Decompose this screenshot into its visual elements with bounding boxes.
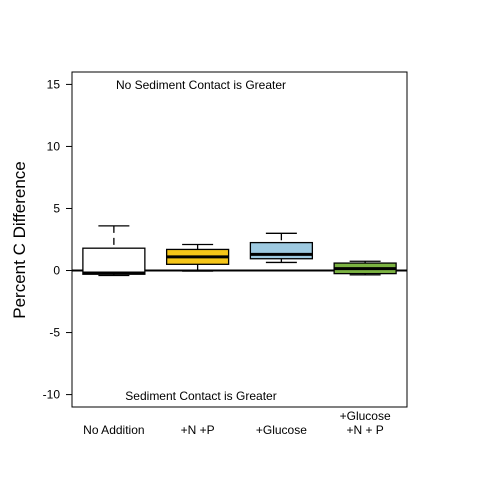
y-tick-label: 10 [47,139,61,153]
x-tick-label: +N +P [181,423,215,437]
box-0 [82,225,146,277]
box-2 [249,232,314,264]
x-axis-labels: No Addition +N +P +Glucose+Glucose+N + P [83,409,391,437]
box-body [249,241,314,260]
box-body [82,247,146,275]
y-tick-label: -5 [49,326,60,340]
x-tick-label: +N + P [346,423,383,437]
boxes [82,225,397,277]
box-3 [333,260,397,276]
x-tick-label: +Glucose [340,409,391,423]
y-tick-label: -10 [43,388,61,402]
y-tick-label: 15 [47,77,61,91]
y-axis-label: Percent C Difference [10,161,29,318]
box-1 [165,243,230,272]
annotation-bottom: Sediment Contact is Greater [125,389,276,403]
annotation-top: No Sediment Contact is Greater [116,78,286,92]
y-tick-label: 5 [53,201,60,215]
y-tick-label: 0 [53,264,60,278]
x-tick-label: +Glucose [256,423,307,437]
plot-frame [71,71,408,408]
x-tick-label: No Addition [83,423,144,437]
y-axis: 15 10 5 0 -5 -10 [43,77,72,402]
